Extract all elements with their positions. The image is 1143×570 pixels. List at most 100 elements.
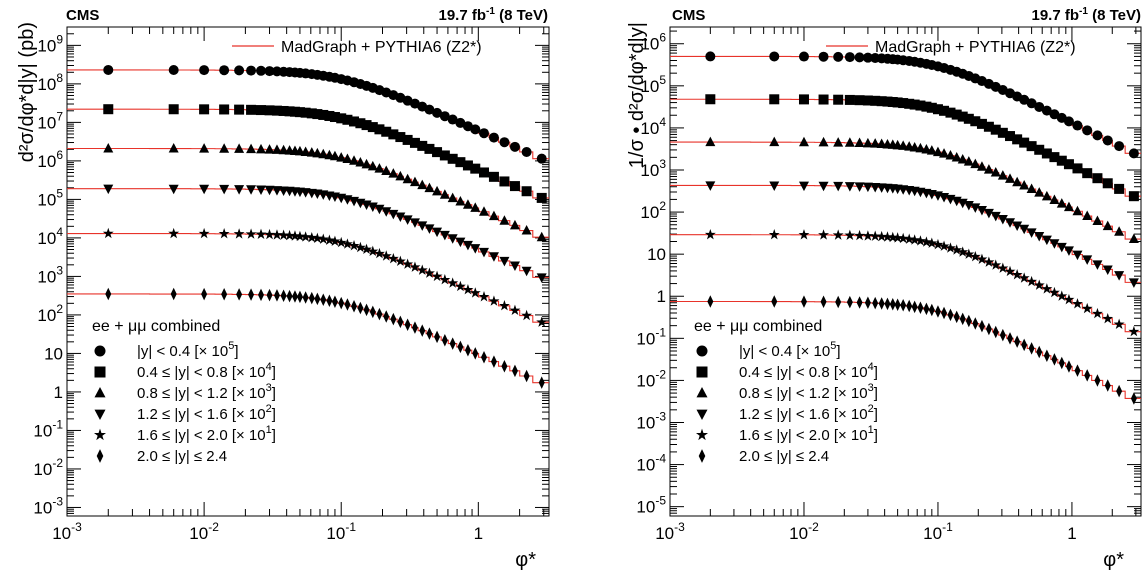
data-point: [983, 208, 994, 219]
data-point: [286, 289, 293, 303]
legend-entry-label: 0.4 ≤ |y| < 0.8 [× 104]: [137, 361, 276, 381]
lumi-label: 19.7 fb-1 (8 TeV): [1031, 6, 1141, 24]
data-point: [363, 303, 370, 317]
data-point: [341, 238, 353, 249]
data-point: [1092, 260, 1103, 270]
data-point: [424, 182, 435, 193]
x-axis-label: φ*: [515, 549, 536, 570]
data-point: [798, 136, 809, 147]
legend-marker: [94, 345, 106, 357]
data-point: [904, 98, 915, 109]
legend-marker: [696, 386, 708, 398]
y-tick-label: 10-4: [636, 452, 666, 475]
legend-curve-label: MadGraph + PYTHIA6 (Z2*): [875, 39, 1076, 56]
data-point: [900, 299, 907, 312]
data-point: [862, 137, 873, 148]
data-point: [835, 295, 842, 309]
x-tick-label: 10-1: [923, 520, 953, 543]
data-point: [1051, 353, 1058, 366]
data-point: [390, 312, 397, 326]
x-tick-label: 1: [1067, 524, 1076, 543]
data-point: [870, 182, 881, 193]
data-point: [509, 261, 520, 272]
data-point: [402, 215, 413, 225]
data-point: [102, 227, 114, 239]
data-point: [862, 230, 874, 241]
data-point: [951, 109, 962, 120]
data-point: [917, 301, 924, 315]
data-point: [833, 137, 844, 147]
data-point: [308, 291, 315, 305]
data-point: [447, 114, 458, 125]
data-point: [1011, 269, 1023, 280]
data-point: [1056, 198, 1067, 208]
data-point: [296, 290, 303, 304]
series: [670, 295, 1141, 405]
data-point: [818, 51, 829, 62]
data-point: [985, 322, 992, 336]
data-point: [1019, 179, 1030, 190]
data-point: [882, 231, 893, 242]
data-point: [376, 307, 383, 321]
data-point: [271, 186, 282, 196]
data-point: [798, 229, 810, 240]
legend-marker: [96, 449, 104, 463]
data-point: [234, 65, 245, 76]
legend-marker: [698, 449, 706, 463]
data-point: [523, 369, 530, 383]
data-point: [876, 96, 887, 107]
data-point: [317, 233, 329, 244]
data-point: [234, 143, 245, 153]
legend-entry-label: |y| < 0.4 [× 105]: [739, 340, 840, 360]
prediction-histogram: [670, 141, 1141, 240]
data-point: [1074, 364, 1081, 377]
data-point: [499, 256, 510, 267]
data-point: [312, 147, 323, 158]
legend-marker: [94, 409, 106, 421]
data-point: [329, 112, 340, 123]
legend-entry-label: 0.4 ≤ |y| < 0.8 [× 104]: [739, 361, 878, 381]
data-point: [1081, 302, 1093, 314]
data-point: [509, 141, 520, 152]
data-point: [909, 141, 920, 152]
y-tick-label: 103: [37, 263, 63, 286]
data-point: [312, 109, 323, 120]
data-point: [833, 51, 844, 62]
experiment-label: CMS: [66, 7, 99, 24]
data-point: [983, 164, 994, 174]
data-point: [876, 230, 888, 242]
data-point: [894, 298, 901, 311]
data-point: [219, 65, 230, 76]
legend-entry-label: 1.6 ≤ |y| < 2.0 [× 101]: [739, 424, 878, 444]
x-tick-label: 1: [474, 524, 483, 543]
experiment-label: CMS: [672, 7, 705, 24]
data-point: [1056, 242, 1067, 253]
data-point: [957, 111, 968, 122]
data-point: [395, 132, 406, 143]
data-point: [402, 173, 413, 184]
data-point: [932, 146, 943, 157]
data-point: [892, 97, 903, 108]
data-point: [344, 298, 351, 311]
data-point: [928, 303, 935, 317]
data-point: [769, 51, 780, 62]
data-point: [447, 277, 459, 288]
data-point: [388, 129, 399, 140]
data-point: [394, 255, 406, 267]
legend-entry-label: 2.0 ≤ |y| ≤ 2.4: [739, 448, 829, 465]
data-point: [903, 233, 915, 244]
data-point: [318, 148, 329, 159]
data-point: [951, 151, 962, 162]
data-point: [349, 116, 360, 127]
data-point: [1041, 190, 1052, 201]
plot-area: 10-3 10-2 10-1 1 10-5 10-4 10-3 10-2 10-1 1 10 10…: [636, 26, 1142, 543]
data-point: [324, 110, 335, 121]
data-point: [536, 231, 547, 242]
x-tick-label: 10-1: [326, 520, 356, 543]
data-point: [462, 284, 474, 295]
y-tick-label: 107: [37, 109, 63, 132]
data-point: [1128, 325, 1140, 337]
data-point: [889, 298, 896, 311]
data-point: [395, 170, 406, 181]
data-point: [221, 287, 228, 301]
